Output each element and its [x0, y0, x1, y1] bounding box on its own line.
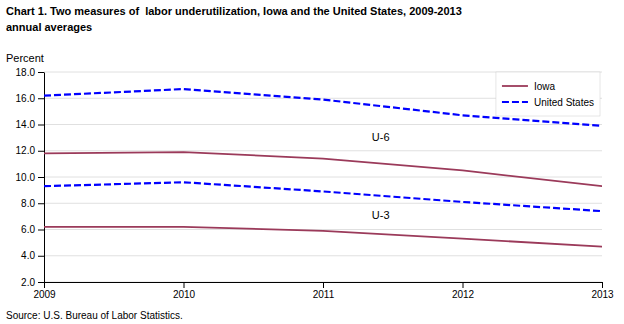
grid-line: [44, 203, 602, 204]
series-line: [44, 152, 602, 186]
x-tick-label: 2010: [173, 289, 196, 300]
y-tick-mark: [38, 282, 44, 283]
x-tick-mark: [323, 282, 324, 288]
y-tick: 12.0: [16, 145, 44, 156]
series-line: [44, 227, 602, 247]
x-tick-label: 2011: [313, 289, 335, 300]
x-tick-label: 2009: [33, 289, 56, 300]
y-tick-mark: [38, 203, 44, 204]
y-tick-label: 14.0: [16, 119, 36, 130]
x-tick-mark: [44, 282, 45, 288]
x-tick-label: 2012: [452, 289, 475, 300]
series-line: [44, 182, 602, 211]
y-axis-line: [44, 73, 45, 283]
y-tick: 8.0: [21, 198, 44, 209]
grid-line: [44, 229, 602, 230]
y-axis: 2.0 4.0 6.0 8.0 10.0 12.0 14.0 16.0 18.0: [16, 67, 45, 288]
x-tick-mark: [463, 282, 464, 288]
x-tick: 2012: [452, 282, 475, 300]
x-tick-label: 2013: [591, 289, 614, 300]
legend-label: United States: [534, 97, 594, 108]
x-axis: 2009 2010 2011 2012 2013: [33, 282, 614, 300]
x-tick: 2010: [173, 282, 196, 300]
y-tick: 6.0: [21, 224, 44, 235]
y-axis-label: Percent: [6, 52, 44, 64]
y-tick: 16.0: [16, 93, 44, 104]
x-tick: 2009: [33, 282, 56, 300]
y-tick-label: 18.0: [16, 67, 36, 78]
annotation: U-6: [372, 131, 390, 143]
grid-line: [44, 150, 602, 151]
y-tick-label: 12.0: [16, 145, 36, 156]
plot: 2.0 4.0 6.0 8.0 10.0 12.0 14.0 16.0 18.0 2009 2010…: [16, 67, 615, 300]
x-tick-mark: [602, 282, 603, 288]
y-tick: 4.0: [21, 250, 44, 261]
y-tick-mark: [38, 151, 44, 152]
legend-swatch: [502, 101, 528, 103]
y-tick-label: 10.0: [16, 172, 36, 183]
y-tick-label: 4.0: [21, 250, 35, 261]
annotation: U-3: [372, 209, 390, 221]
y-tick-mark: [38, 72, 44, 73]
legend: Iowa United States: [496, 72, 600, 116]
y-tick: 18.0: [16, 67, 44, 78]
y-tick-mark: [38, 177, 44, 178]
legend-box: [496, 72, 600, 116]
grid-line: [44, 255, 602, 256]
y-tick-label: 16.0: [16, 93, 36, 104]
y-tick: 2.0: [21, 277, 44, 288]
legend-label: Iowa: [534, 81, 556, 92]
x-tick-mark: [184, 282, 185, 288]
grid-line: [44, 124, 602, 125]
title: Chart 1. Two measures of labor underutil…: [6, 5, 462, 17]
chart: Chart 1. Two measures of labor underutil…: [0, 0, 624, 324]
y-tick-mark: [38, 125, 44, 126]
legend-swatch: [502, 85, 528, 87]
x-tick: 2011: [313, 282, 335, 300]
y-tick: 10.0: [16, 172, 44, 183]
y-tick: 14.0: [16, 119, 44, 130]
x-tick: 2013: [591, 282, 614, 300]
y-tick-label: 2.0: [21, 277, 35, 288]
y-tick-label: 8.0: [21, 198, 35, 209]
source: Source: U.S. Bureau of Labor Statistics.: [6, 310, 183, 321]
y-tick-mark: [38, 256, 44, 257]
y-tick-mark: [38, 230, 44, 231]
y-tick-mark: [38, 98, 44, 99]
y-tick-label: 6.0: [21, 224, 35, 235]
grid: [44, 72, 602, 282]
subtitle: annual averages: [6, 21, 92, 33]
